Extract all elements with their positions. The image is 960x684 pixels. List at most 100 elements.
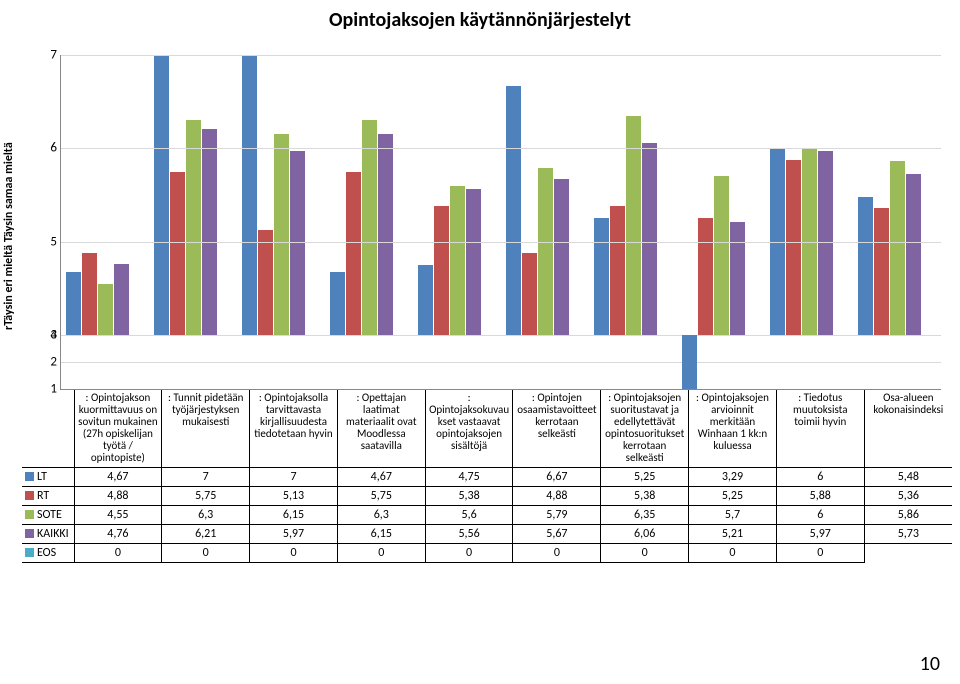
data-cell: 4,75 — [425, 467, 513, 486]
data-table: : Opintojakson kuormittavuus on sovitun … — [22, 390, 952, 563]
bar — [170, 172, 185, 335]
bar — [594, 218, 609, 335]
y-tick: 7 — [37, 48, 57, 63]
data-cell: 5,38 — [601, 486, 689, 505]
data-cell: 5,13 — [250, 486, 338, 505]
bar-group — [853, 161, 941, 335]
data-cell: 4,76 — [74, 524, 162, 543]
data-cell: 0 — [601, 543, 689, 562]
bar-group — [413, 186, 501, 335]
data-cell: 0 — [689, 543, 777, 562]
bar — [466, 189, 481, 335]
bar — [242, 55, 257, 335]
data-cell: 0 — [513, 543, 601, 562]
data-cell: 4,88 — [513, 486, 601, 505]
data-cell: 4,55 — [74, 505, 162, 524]
data-cell: 5,97 — [776, 524, 864, 543]
category-header: : Opintojaksojen suoritustavat ja edelly… — [601, 390, 689, 467]
bar — [890, 161, 905, 335]
data-cell: 6,3 — [162, 505, 250, 524]
table-row: LT4,67774,674,756,675,253,2965,48 — [22, 467, 952, 486]
bar — [186, 120, 201, 335]
data-cell: 4,67 — [74, 467, 162, 486]
legend-swatch — [25, 510, 34, 519]
bar-group — [677, 176, 765, 335]
data-cell: 5,73 — [864, 524, 952, 543]
data-cell: 5,38 — [425, 486, 513, 505]
bar — [522, 253, 537, 335]
plot-lower: 123 — [60, 335, 941, 390]
series-name: KAIKKI — [37, 527, 69, 541]
data-cell: 5,21 — [689, 524, 777, 543]
data-cell: 3,29 — [689, 467, 777, 486]
data-cell: 7 — [162, 467, 250, 486]
data-cell: 0 — [162, 543, 250, 562]
bar — [858, 197, 873, 335]
bar — [290, 151, 305, 335]
data-cell: 6 — [776, 467, 864, 486]
category-header: : Opintojaksolla tarvittavasta kirjallis… — [250, 390, 338, 467]
bar — [330, 272, 345, 335]
bar — [874, 208, 889, 335]
bar-group — [149, 55, 237, 335]
data-cell: 5,75 — [337, 486, 425, 505]
data-cell: 0 — [250, 543, 338, 562]
data-cell: 5,7 — [689, 505, 777, 524]
data-cell: 6,15 — [337, 524, 425, 543]
bar — [554, 179, 569, 335]
category-header: : Tiedotus muutoksista toimii hyvin — [776, 390, 864, 467]
legend-swatch — [25, 548, 34, 557]
data-cell: 6,35 — [601, 505, 689, 524]
bar — [98, 284, 113, 335]
data-cell: 0 — [74, 543, 162, 562]
data-cell: 6 — [776, 505, 864, 524]
y-tick: 3 — [37, 328, 57, 343]
series-name: RT — [37, 489, 49, 503]
bar — [274, 134, 289, 335]
data-cell: 6,06 — [601, 524, 689, 543]
bar — [418, 265, 433, 335]
legend-swatch — [25, 472, 34, 481]
bar — [698, 218, 713, 335]
series-label: LT — [22, 467, 74, 486]
data-cell: 0 — [337, 543, 425, 562]
series-label: EOS — [22, 543, 74, 562]
y-tick: 6 — [37, 141, 57, 156]
bar — [906, 174, 921, 335]
bar-group — [501, 86, 589, 335]
data-cell: 5,86 — [864, 505, 952, 524]
page-number: 10 — [920, 652, 940, 676]
category-header: : Opintojaksojen arvioinnit merkitään Wi… — [689, 390, 777, 467]
gridline — [61, 335, 941, 336]
bar-group — [237, 55, 325, 335]
category-header: : Tunnit pidetään työjärjestyksen mukais… — [162, 390, 250, 467]
table-row: SOTE4,556,36,156,35,65,796,355,765,86 — [22, 505, 952, 524]
data-cell: 7 — [250, 467, 338, 486]
bar — [154, 55, 169, 335]
data-cell: 5,67 — [513, 524, 601, 543]
data-cell: 5,6 — [425, 505, 513, 524]
bar — [82, 253, 97, 335]
category-header: : Opettajan laatimat materiaalit ovat Mo… — [337, 390, 425, 467]
data-cell: 5,88 — [776, 486, 864, 505]
data-cell: 6,67 — [513, 467, 601, 486]
bar — [714, 176, 729, 335]
series-label: RT — [22, 486, 74, 505]
gridline — [61, 148, 941, 149]
series-name: EOS — [37, 546, 56, 560]
bar — [66, 272, 81, 335]
data-cell: 4,88 — [74, 486, 162, 505]
data-cell: 0 — [425, 543, 513, 562]
y-tick: 2 — [37, 355, 57, 370]
bar — [538, 168, 553, 335]
data-cell: 5,97 — [250, 524, 338, 543]
bar — [506, 86, 521, 335]
category-header: : Opintojen osaamistavoitteet kerrotaan … — [513, 390, 601, 467]
data-cell: 5,75 — [162, 486, 250, 505]
data-cell: 6,3 — [337, 505, 425, 524]
bar — [818, 151, 833, 335]
data-cell: 5,25 — [689, 486, 777, 505]
bar — [202, 129, 217, 335]
table-row: KAIKKI4,766,215,976,155,565,676,065,215,… — [22, 524, 952, 543]
bar — [434, 206, 449, 335]
